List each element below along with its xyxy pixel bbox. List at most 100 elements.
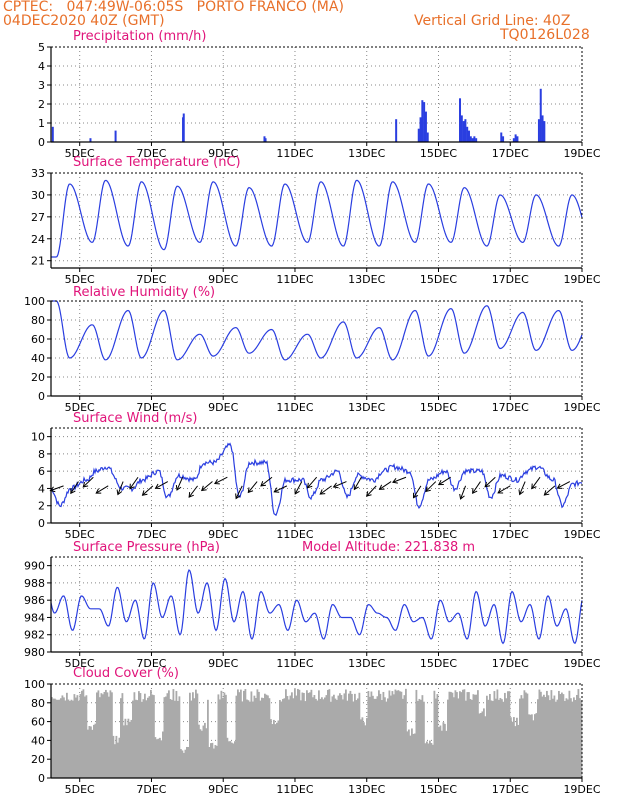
cloud-column <box>274 724 277 778</box>
cloud-column <box>96 692 98 778</box>
wind-arrow-head <box>531 483 537 490</box>
cloud-column <box>172 689 175 778</box>
cloud-column <box>382 691 385 778</box>
cloud-column <box>282 699 284 778</box>
precip-bar <box>464 119 467 142</box>
cloud-column <box>81 690 83 778</box>
cloud-column <box>142 699 145 778</box>
wind-arrow <box>544 485 556 496</box>
cloud-column <box>72 700 74 778</box>
precip-bar <box>51 126 54 142</box>
precip-bar <box>426 132 429 142</box>
cloud-column <box>180 749 182 778</box>
cloud-column <box>400 691 403 778</box>
cloud-column <box>553 695 556 778</box>
panel-title: Surface Temperature (nC) <box>73 155 241 170</box>
cloud-column <box>304 701 307 778</box>
wind-arrow <box>235 485 243 499</box>
cloud-column <box>294 688 296 778</box>
cloud-column <box>424 743 427 778</box>
cloud-column <box>60 698 62 778</box>
wind-arrow-head <box>200 485 207 492</box>
cloud-column <box>195 689 197 778</box>
cloud-column <box>343 693 346 778</box>
cloud-column <box>117 742 119 778</box>
y-tick-label: 2 <box>38 500 45 513</box>
cloud-column <box>295 695 298 778</box>
cloud-column <box>355 700 358 778</box>
y-tick-label: 20 <box>31 753 45 766</box>
cloud-column <box>540 691 542 778</box>
cloud-column <box>483 708 485 778</box>
cloud-column <box>262 698 265 778</box>
cloud-column <box>525 692 527 778</box>
precip-bar <box>516 136 519 142</box>
wind-arrow-head <box>154 483 161 490</box>
wind-arrow-head <box>319 489 326 495</box>
wind-arrow-head <box>306 482 313 489</box>
cloud-column <box>52 698 55 778</box>
cloud-column <box>522 698 524 778</box>
y-tick-label: 982 <box>24 629 45 642</box>
precip-bar <box>467 130 470 142</box>
cloud-column <box>532 720 535 778</box>
cloud-column <box>150 689 152 778</box>
cloud-column <box>516 717 518 778</box>
cloud-column <box>93 724 95 778</box>
wind-arrow <box>260 476 273 487</box>
cloud-column <box>448 691 451 778</box>
wind-arrow-head <box>260 480 267 487</box>
cloud-column <box>310 689 313 778</box>
cloud-column <box>240 689 242 778</box>
y-tick-label: 8 <box>38 448 45 461</box>
x-tick-label: 19DEC <box>563 783 600 796</box>
x-tick-label: 5DEC <box>65 273 95 286</box>
y-tick-label: 40 <box>31 352 45 365</box>
x-tick-label: 19DEC <box>563 528 600 541</box>
x-tick-label: 9DEC <box>208 147 238 160</box>
wind-arrow <box>294 481 303 495</box>
wind-arrow <box>50 485 64 492</box>
cloud-column <box>517 724 520 778</box>
cloud-column <box>108 696 110 778</box>
y-tick-label: 0 <box>38 772 45 785</box>
cloud-column <box>276 722 278 778</box>
cloud-column <box>253 695 256 778</box>
precip-bar <box>541 115 544 142</box>
cloud-column <box>189 692 191 778</box>
cloud-column <box>435 698 437 778</box>
precip-bar <box>475 138 478 142</box>
cloud-column <box>373 698 376 778</box>
cloud-column <box>340 695 343 778</box>
x-tick-label: 13DEC <box>348 783 385 796</box>
cloud-column <box>204 722 206 778</box>
cloud-column <box>520 695 523 778</box>
cloud-column <box>315 698 317 778</box>
cloud-column <box>433 690 436 778</box>
wind-arrow-head <box>214 479 220 485</box>
wind-arrow-head <box>459 493 465 500</box>
wind-arrow-head <box>556 483 563 489</box>
cloud-column <box>163 697 166 778</box>
cloud-column <box>177 700 179 778</box>
wind-arrow-head <box>175 484 182 491</box>
x-tick-label: 9DEC <box>208 273 238 286</box>
cloud-column <box>421 695 424 778</box>
x-tick-label: 9DEC <box>208 401 238 414</box>
cloud-column <box>396 690 398 778</box>
cloud-column <box>234 741 236 778</box>
cloud-column <box>328 689 331 778</box>
cloud-column <box>337 695 340 778</box>
cloud-column <box>301 692 304 778</box>
x-tick-label: 5DEC <box>65 783 95 796</box>
cloud-column <box>66 692 68 778</box>
cloud-column <box>139 693 142 778</box>
cloud-column <box>183 752 185 778</box>
panel-1: Precipitation (mm/h) 0 1 2 3 4 5 5DEC 7DEC 9DEC 11… <box>38 29 601 160</box>
cloud-column <box>457 698 460 778</box>
precip-bar <box>502 136 505 142</box>
wind-arrow-head <box>188 492 194 498</box>
cloud-column <box>286 696 289 778</box>
wind-arrow <box>274 485 288 493</box>
cloud-column <box>151 694 154 778</box>
